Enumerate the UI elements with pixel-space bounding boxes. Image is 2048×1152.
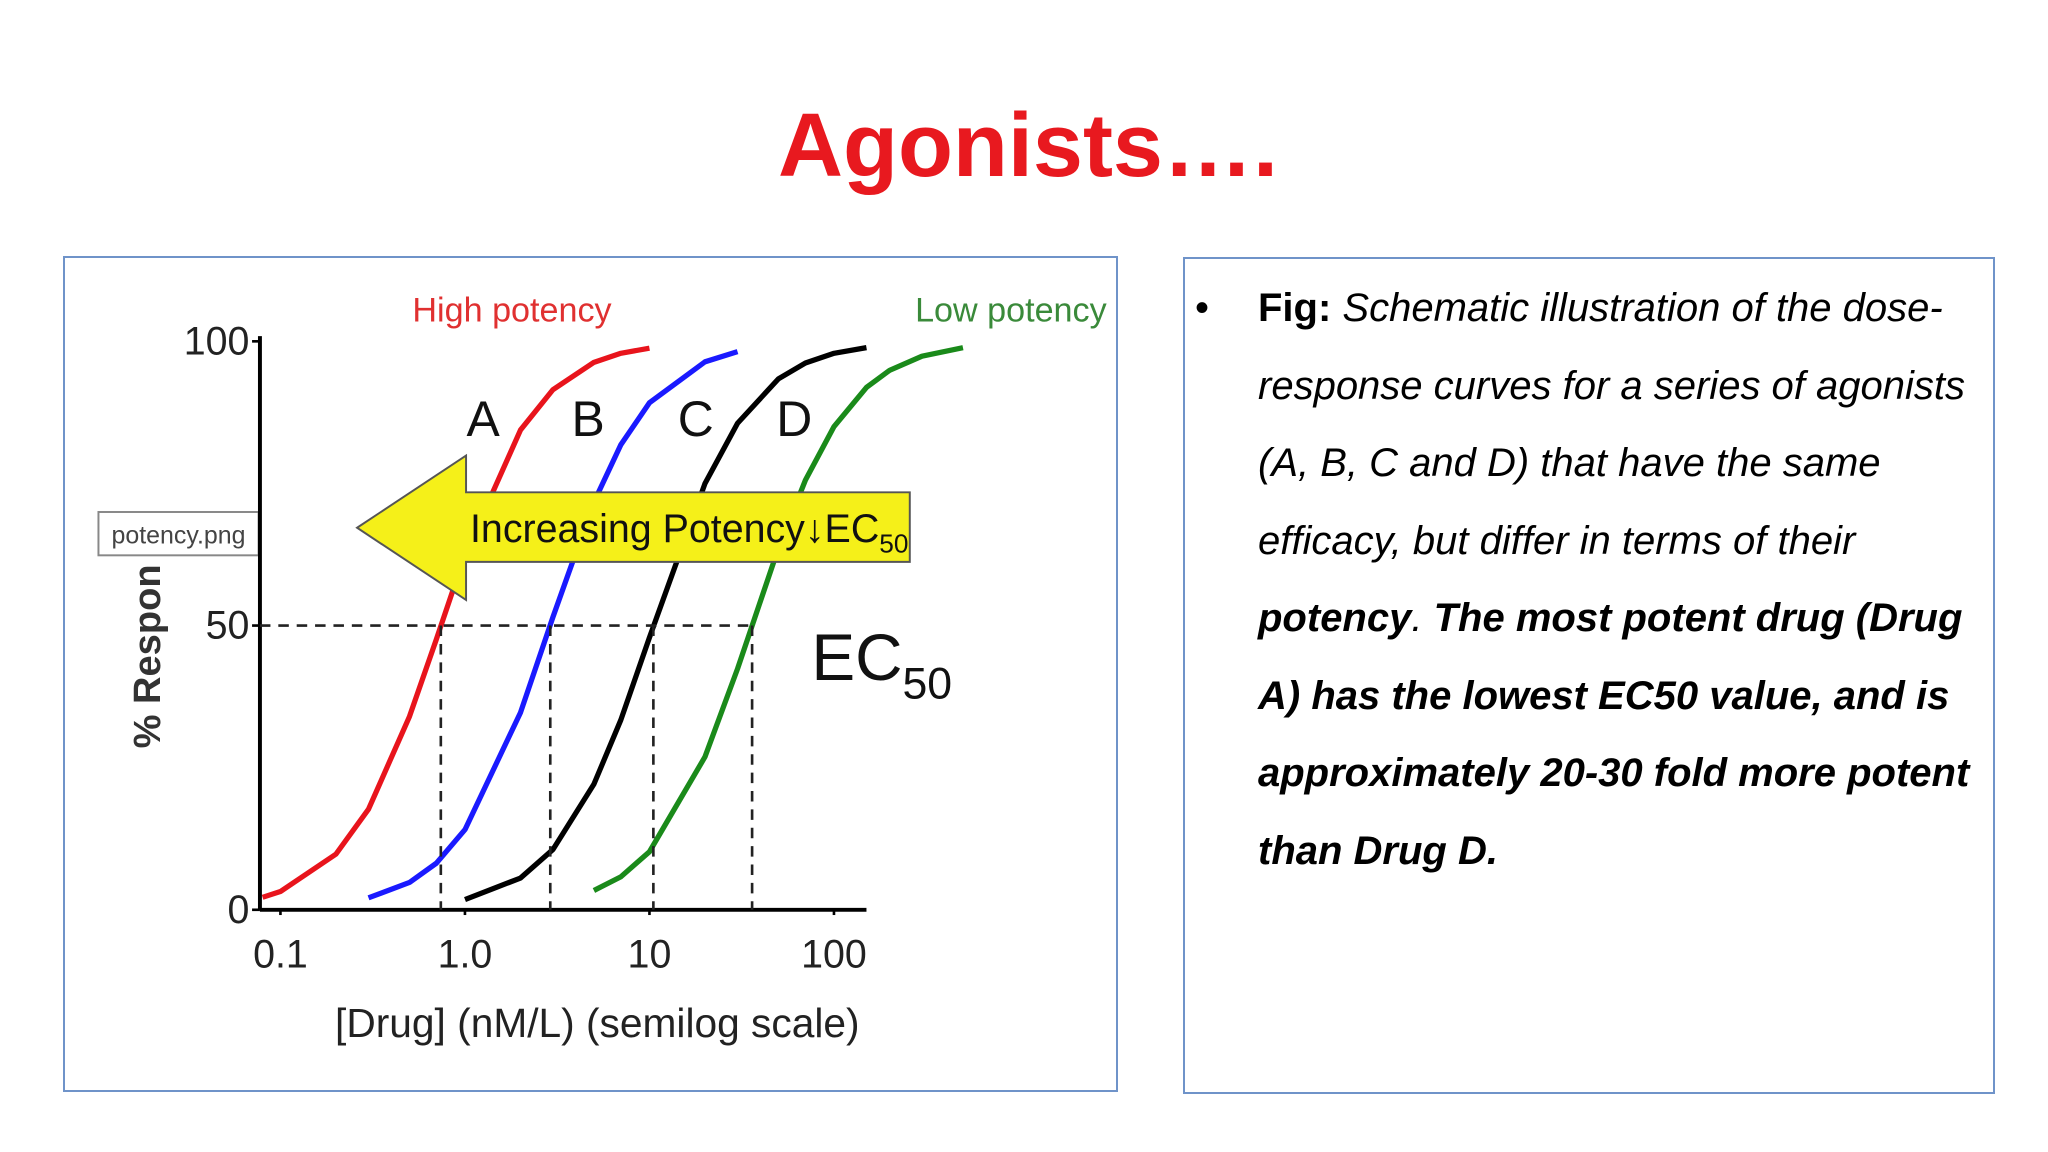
ec50-subscript: 50 <box>902 659 952 708</box>
ec50-label: EC50 <box>811 621 952 708</box>
y-axis-label: % Respon <box>127 564 169 748</box>
arrow-label: Increasing Potency↓EC50 <box>470 507 908 559</box>
caption-emphasis: The most potent drug (Drug A) has the lo… <box>1258 596 1970 873</box>
curve-label: B <box>572 391 605 447</box>
x-tick-label: 0.1 <box>253 933 308 977</box>
tooltip-box <box>97 511 260 557</box>
ec50-text: EC <box>811 621 902 694</box>
high-potency-label: High potency <box>412 292 611 330</box>
x-tick-label: 1.0 <box>438 933 493 977</box>
figure-frame <box>63 256 1118 1092</box>
curve-label: A <box>466 391 500 447</box>
y-tick-label: 50 <box>206 604 250 648</box>
caption-text: . <box>1411 596 1434 640</box>
curve-label: C <box>678 391 714 447</box>
caption: Fig: Schematic illustration of the dose-… <box>1258 270 1988 890</box>
curve-label: D <box>776 391 812 447</box>
x-tick-label: 100 <box>801 933 867 977</box>
caption-emphasis: potency <box>1258 596 1412 640</box>
tooltip-text: potency.png <box>112 522 246 550</box>
low-potency-label: Low potency <box>915 292 1107 330</box>
potency-arrow <box>355 453 911 602</box>
y-tick-label: 0 <box>228 888 250 932</box>
x-axis-label: [Drug] (nM/L) (semilog scale) <box>335 1000 860 1046</box>
x-tick-label: 10 <box>628 933 672 977</box>
caption-text: Schematic illustration of the dose-respo… <box>1258 286 1966 563</box>
curve <box>367 349 739 901</box>
text-frame <box>1183 257 1995 1094</box>
bullet: • <box>1195 286 1210 330</box>
curve <box>261 345 650 900</box>
arrow-subscript: 50 <box>879 529 908 559</box>
caption-label: Fig: <box>1258 286 1332 330</box>
arrow-text: Increasing Potency↓EC <box>470 507 879 551</box>
y-tick-label: 100 <box>184 319 250 363</box>
slide-title: Agonists…. <box>777 96 1278 196</box>
